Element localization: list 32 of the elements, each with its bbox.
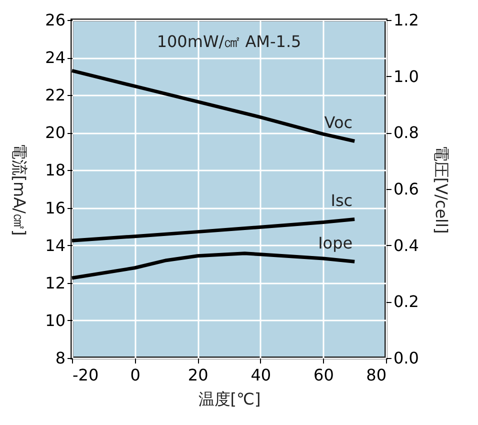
y-tick-label: 24 [45, 48, 66, 68]
y-tick-label: 26 [45, 10, 66, 30]
y-tick-label: 10 [45, 310, 66, 330]
x-tick-label: -20 [72, 366, 99, 384]
y-tick-label: 18 [45, 160, 66, 180]
x-tick-label: 0 [130, 366, 140, 384]
y-tick-label: 14 [45, 236, 66, 255]
y-tick-label: 22 [45, 86, 66, 105]
y-tick-label: 20 [45, 123, 66, 142]
series-label: Voc [324, 113, 353, 132]
x-tick-label: 40 [250, 366, 272, 384]
line-series [70, 68, 356, 143]
y2-tick-label: 0.4 [394, 236, 419, 255]
y2-tick-label: 0.0 [394, 348, 419, 368]
x-axis-title: 温度[℃] [198, 390, 261, 408]
x-tick-label: 20 [188, 366, 208, 384]
y2-tick-label: 1.2 [394, 10, 419, 30]
y2-tick-label: 0.6 [394, 180, 419, 198]
x-tick-label: 80 [366, 366, 386, 384]
x-tick-label: 60 [314, 366, 334, 384]
annotation: 100mW/㎠ AM-1.5 [156, 32, 302, 51]
y2-axis-title: 電圧[V/cell] [432, 145, 451, 234]
y2-tick-label: 0.2 [394, 292, 419, 312]
y-tick-label: 8 [55, 348, 66, 368]
series-label: Iope [318, 234, 353, 253]
y-tick-label: 16 [45, 198, 66, 218]
y2-tick-label: 0.8 [394, 123, 419, 142]
series-label: Isc [330, 191, 353, 210]
y-tick-label: 12 [45, 273, 66, 292]
line-series [70, 252, 356, 280]
y2-tick-label: 1.0 [394, 66, 419, 86]
y-axis-title: 電流[mA/㎠] [10, 143, 30, 236]
